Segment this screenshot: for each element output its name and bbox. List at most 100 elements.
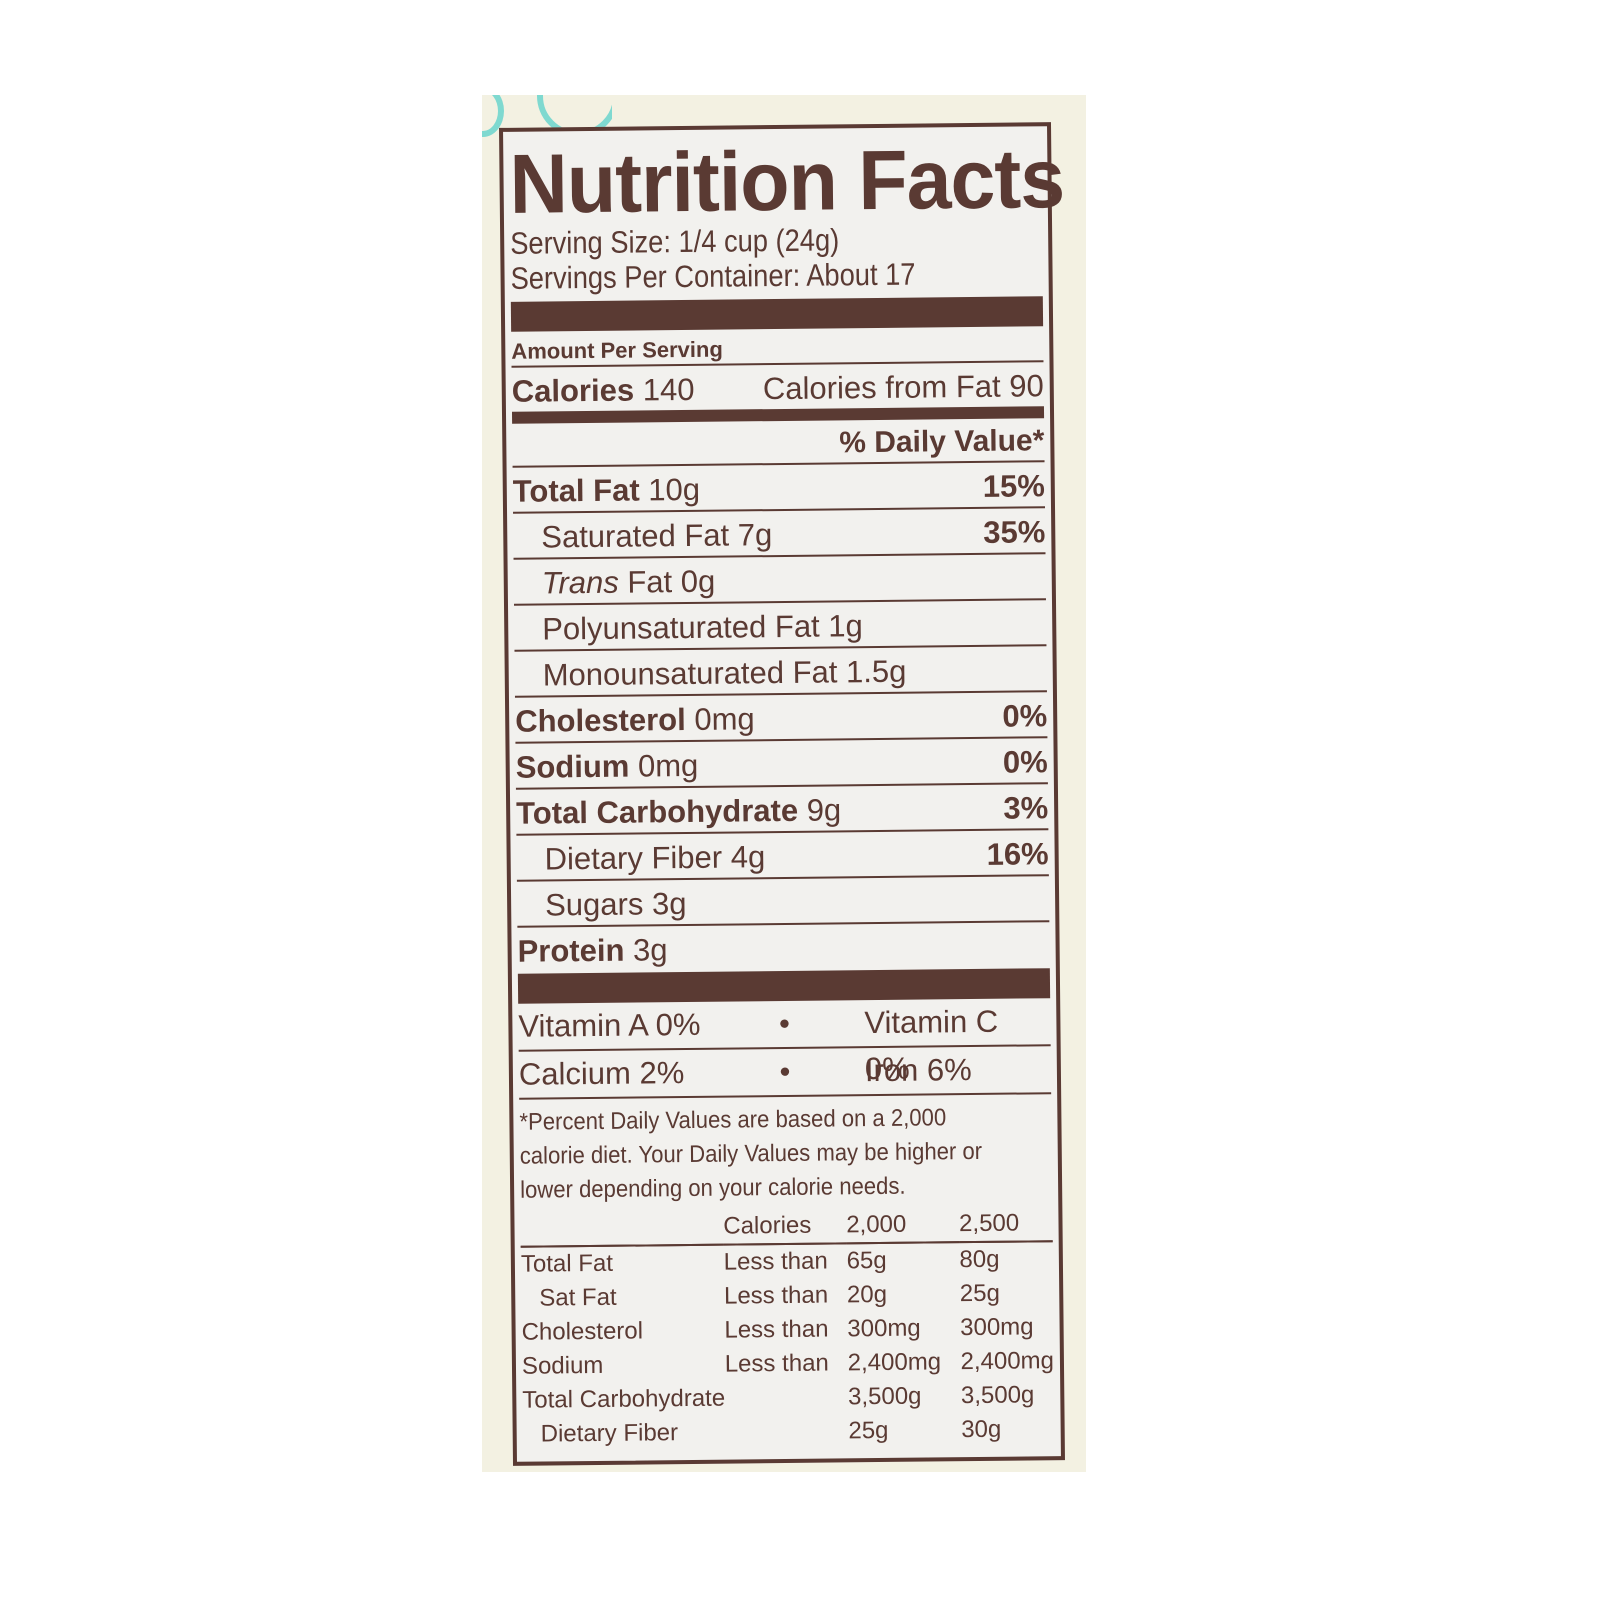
reference-cell: Cholesterol [521, 1317, 644, 1346]
nutrient-name-amount: Total Fat 10g [513, 470, 701, 512]
reference-row: Total Fat Less than 65g 80g [521, 1241, 1053, 1282]
nutrient-label: Polyunsaturated Fat [542, 608, 820, 647]
nutrient-label: Sodium [515, 748, 630, 785]
reference-cell: Sat Fat [539, 1283, 617, 1312]
reference-cell: 3,500g [960, 1381, 1035, 1410]
nutrient-daily-value: 35% [983, 514, 1046, 550]
daily-value-header: % Daily Value* [512, 418, 1045, 468]
nutrient-amount: 3g [632, 932, 668, 968]
nutrient-name-amount: Dietary Fiber 4g [544, 837, 765, 879]
calories-value: 140 [642, 371, 695, 408]
nutrient-amount: 1.5g [845, 653, 907, 690]
nutrient-name-amount: Monounsaturated Fat 1.5g [543, 652, 907, 696]
nutrient-name-amount: Cholesterol 0mg [515, 699, 755, 742]
nutrient-label: Sugars [544, 886, 644, 923]
nutrient-label: Cholesterol [515, 702, 686, 739]
nutrient-row: Polyunsaturated Fat 1g [514, 600, 1047, 652]
nutrient-row: Protein 3g [517, 922, 1049, 972]
reference-cell: Dietary Fiber [540, 1419, 679, 1448]
nutrient-name-amount: Total Carbohydrate 9g [516, 790, 841, 833]
nutrient-daily-value: 0% [1002, 698, 1048, 734]
nutrient-row: Cholesterol 0mg 0% [514, 692, 1048, 744]
reference-cell: 25g [848, 1416, 889, 1445]
reference-table: Calories 2,000 2,500 Total Fat Less than 65g… [520, 1206, 1054, 1452]
reference-header-cell [520, 1209, 724, 1247]
nutrient-row: Monounsaturated Fat 1.5g [514, 646, 1047, 698]
nutrient-name-amount: Sodium 0mg [516, 746, 699, 788]
reference-cell: Less than [724, 1315, 829, 1344]
nutrient-name-amount: Polyunsaturated Fat 1g [542, 606, 863, 649]
vitamin-left: Calcium 2% [518, 1055, 685, 1092]
nutrient-label: Monounsaturated Fat [542, 654, 838, 693]
nutrient-amount: 0g [680, 563, 716, 600]
nutrient-amount: 10g [648, 471, 701, 508]
nutrient-row: Total Carbohydrate 9g 3% [515, 784, 1049, 836]
nutrient-amount: 4g [730, 839, 766, 875]
reference-cell: 300mg [960, 1313, 1034, 1342]
calories-row: Calories 140 Calories from Fat 90 [512, 362, 1044, 412]
reference-cell: 30g [961, 1415, 1002, 1444]
vitamin-list: Vitamin A 0% • Vitamin C 0% Calcium 2% • Iron… [518, 998, 1052, 1100]
nutrient-row: Dietary Fiber 4g 16% [516, 830, 1049, 882]
reference-cell: 2,400mg [960, 1347, 1055, 1376]
reference-cell: Less than [723, 1247, 828, 1276]
reference-row: Sodium Less than 2,400mg 2,400mg [522, 1344, 1054, 1384]
reference-cell [725, 1380, 848, 1415]
reference-cell: 65g [846, 1246, 887, 1275]
nutrient-daily-value: 3% [1003, 790, 1049, 826]
nutrient-daily-value: 15% [982, 468, 1045, 504]
nutrient-amount: 1g [828, 608, 863, 644]
reference-row: Dietary Fiber 25g 30g [523, 1412, 1055, 1452]
calories-label: Calories [511, 372, 635, 409]
bullet-separator: • [779, 1053, 791, 1090]
calories-from-fat: Calories from Fat 90 [762, 368, 1044, 407]
nutrient-label: Total Carbohydrate [516, 792, 799, 831]
nutrient-amount: 7g [737, 517, 773, 553]
vitamin-row: Vitamin A 0% • Vitamin C 0% [518, 998, 1051, 1087]
servings-per-container: Servings Per Container: About 17 [510, 256, 916, 296]
reference-cell: 20g [846, 1280, 888, 1309]
reference-cell: 2,400mg [847, 1348, 942, 1377]
nutrient-row: Sodium 0mg 0% [515, 738, 1048, 790]
reference-cell: 25g [959, 1279, 1001, 1308]
reference-row: Cholesterol Less than 300mg 300mg [521, 1310, 1053, 1350]
reference-header-cell: Calories [723, 1208, 847, 1245]
nutrient-label: Protein [517, 932, 625, 969]
nutrient-row: Trans Fat 0g [513, 554, 1046, 606]
nutrient-label: Dietary Fiber [544, 839, 723, 877]
vitamin-right: Iron 6% [864, 1052, 972, 1089]
reference-cell: 80g [959, 1245, 1000, 1274]
reference-cell: Less than [724, 1349, 829, 1378]
reference-cell: 3,500g [847, 1382, 922, 1411]
label-title: Nutrition Facts [509, 131, 1065, 231]
reference-cell: 300mg [847, 1314, 921, 1343]
reference-row: Total Carbohydrate 3,500g 3,500g [522, 1378, 1054, 1418]
nutrient-amount: 9g [806, 792, 842, 828]
nutrient-row: Sugars 3g [516, 876, 1050, 928]
vitamin-right: Vitamin C 0% [864, 1003, 999, 1087]
nutrient-daily-value: 16% [986, 836, 1049, 872]
nutrient-label: Trans Fat [541, 564, 673, 601]
reference-header-cell: 2,500 [958, 1206, 1053, 1243]
footnote: *Percent Daily Values are based on a 2,0… [519, 1104, 983, 1204]
nutrient-daily-value: 0% [1002, 744, 1048, 780]
nutrient-name-amount: Protein 3g [517, 930, 667, 972]
nutrient-list: Total Fat 10g 15% Saturated Fat 7g 35% Trans… [512, 462, 1050, 972]
vitamin-left: Vitamin A 0% [518, 1006, 701, 1044]
reference-row: Sat Fat Less than 20g 25g [521, 1276, 1053, 1316]
reference-cell: Total Carbohydrate [522, 1384, 726, 1414]
amount-per-serving: Amount Per Serving [511, 326, 1044, 368]
nutrient-row: Saturated Fat 7g 35% [513, 508, 1046, 560]
reference-cell: Sodium [521, 1351, 604, 1380]
nutrition-facts-label: Nutrition Facts Serving Size: 1/4 cup (2… [499, 122, 1065, 1466]
nutrient-name-amount: Trans Fat 0g [542, 562, 716, 604]
nutrient-amount: 0mg [694, 701, 755, 737]
reference-cell: Less than [723, 1281, 829, 1310]
nutrient-amount: 3g [651, 886, 687, 922]
nutrient-row: Total Fat 10g 15% [512, 462, 1046, 514]
bullet-separator: • [778, 1005, 791, 1042]
reference-cell [725, 1414, 848, 1449]
reference-cell: Total Fat [520, 1249, 614, 1278]
reference-header-cell: 2,000 [846, 1207, 960, 1244]
vitamin-row: Calcium 2% • Iron 6% [518, 1046, 1052, 1100]
